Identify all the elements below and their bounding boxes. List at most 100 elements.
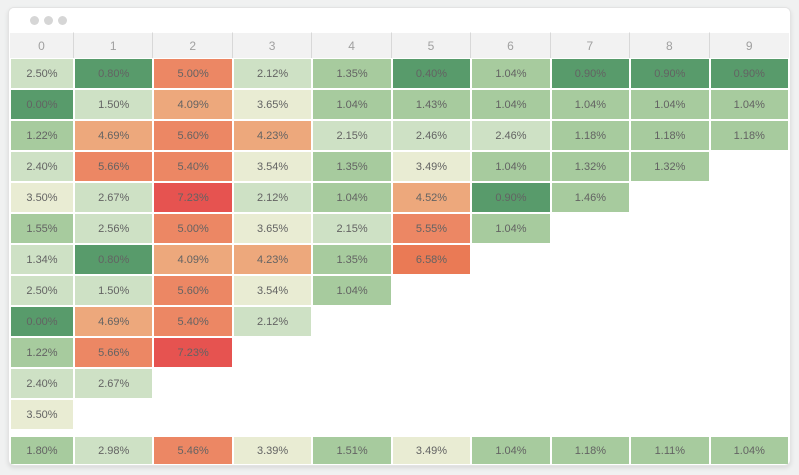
- heatmap-cell-r4-c0: 2.40%: [10, 151, 74, 182]
- heatmap-cell-r10-c0: 1.22%: [10, 337, 74, 368]
- empty-cell: [550, 337, 631, 368]
- empty-cell: [630, 275, 710, 306]
- heatmap-cell-r5-c1: 2.67%: [74, 182, 154, 213]
- column-header-0: 0: [10, 32, 74, 58]
- empty-cell: [74, 399, 154, 430]
- heatmap-cell-r1-c5: 0.40%: [391, 58, 472, 89]
- empty-cell: [312, 368, 392, 399]
- app-window: 0 1 2 3 4 5 6 7 8 9 2.50% 0.80% 5.00% 2.12% 1.35% 0.40%…: [8, 7, 791, 466]
- heatmap-cell-r4-c2: 5.40%: [153, 151, 233, 182]
- heatmap-cell-r4-c4: 1.35%: [312, 151, 392, 182]
- heatmap-cell-r3-c1: 4.69%: [74, 120, 154, 151]
- heatmap-cell-r2-c6: 1.04%: [471, 89, 551, 120]
- empty-cell: [630, 306, 710, 337]
- heatmap-cell-r2-c2: 4.09%: [153, 89, 233, 120]
- empty-cell: [709, 306, 789, 337]
- empty-cell: [471, 306, 551, 337]
- empty-cell: [153, 399, 233, 430]
- empty-cell: [391, 399, 472, 430]
- window-dot-1-icon[interactable]: [30, 15, 39, 25]
- empty-cell: [709, 275, 789, 306]
- heatmap-cell-r7-c3: 4.23%: [232, 244, 313, 275]
- empty-cell: [630, 182, 710, 213]
- empty-cell: [550, 275, 631, 306]
- empty-cell: [471, 368, 551, 399]
- empty-cell: [709, 399, 789, 430]
- heatmap-cell-r3-c5: 2.46%: [391, 120, 472, 151]
- empty-cell: [709, 213, 789, 244]
- empty-cell: [391, 368, 472, 399]
- heatmap-cell-r3-c7: 1.18%: [550, 120, 631, 151]
- empty-cell: [471, 337, 551, 368]
- heatmap-cell-r4-c1: 5.66%: [74, 151, 154, 182]
- heatmap-cell-r6-c2: 5.00%: [153, 213, 233, 244]
- summary-cell-c9: 1.04%: [709, 436, 789, 465]
- heatmap-cell-r1-c8: 0.90%: [630, 58, 710, 89]
- heatmap-cell-r12-c0: 3.50%: [10, 399, 74, 430]
- cohort-heatmap-table: 0 1 2 3 4 5 6 7 8 9 2.50% 0.80% 5.00% 2.12% 1.35% 0.40%…: [9, 32, 790, 465]
- heatmap-cell-r7-c5: 6.58%: [391, 244, 472, 275]
- heatmap-cell-r1-c7: 0.90%: [550, 58, 631, 89]
- empty-cell: [471, 275, 551, 306]
- heatmap-cell-r3-c3: 4.23%: [232, 120, 313, 151]
- heatmap-cell-r1-c4: 1.35%: [312, 58, 392, 89]
- empty-cell: [391, 275, 472, 306]
- summary-cell-c5: 3.49%: [391, 436, 472, 465]
- empty-cell: [630, 399, 710, 430]
- heatmap-cell-r2-c1: 1.50%: [74, 89, 154, 120]
- empty-cell: [630, 244, 710, 275]
- heatmap-cell-r5-c2: 7.23%: [153, 182, 233, 213]
- heatmap-cell-r8-c4: 1.04%: [312, 275, 392, 306]
- empty-cell: [550, 213, 631, 244]
- summary-cell-c8: 1.11%: [630, 436, 710, 465]
- window-dot-3-icon[interactable]: [58, 15, 67, 25]
- heatmap-cell-r5-c0: 3.50%: [10, 182, 74, 213]
- column-header-7: 7: [550, 32, 631, 58]
- heatmap-cell-r4-c8: 1.32%: [630, 151, 710, 182]
- heatmap-cell-r11-c1: 2.67%: [74, 368, 154, 399]
- empty-cell: [232, 337, 313, 368]
- heatmap-cell-r5-c3: 2.12%: [232, 182, 313, 213]
- heatmap-cell-r6-c1: 2.56%: [74, 213, 154, 244]
- empty-cell: [550, 368, 631, 399]
- heatmap-cell-r3-c0: 1.22%: [10, 120, 74, 151]
- empty-cell: [630, 368, 710, 399]
- empty-cell: [312, 337, 392, 368]
- column-header-9: 9: [709, 32, 789, 58]
- empty-cell: [391, 337, 472, 368]
- heatmap-cell-r1-c0: 2.50%: [10, 58, 74, 89]
- heatmap-cell-r8-c2: 5.60%: [153, 275, 233, 306]
- window-dot-2-icon[interactable]: [44, 15, 53, 25]
- heatmap-cell-r5-c4: 1.04%: [312, 182, 392, 213]
- heatmap-cell-r6-c0: 1.55%: [10, 213, 74, 244]
- summary-cell-c3: 3.39%: [232, 436, 313, 465]
- empty-cell: [550, 399, 631, 430]
- heatmap-cell-r6-c6: 1.04%: [471, 213, 551, 244]
- window-titlebar: [9, 8, 790, 32]
- summary-cell-c0: 1.80%: [10, 436, 74, 465]
- heatmap-cell-r3-c6: 2.46%: [471, 120, 551, 151]
- heatmap-cell-r7-c4: 1.35%: [312, 244, 392, 275]
- column-header-2: 2: [153, 32, 233, 58]
- empty-cell: [550, 306, 631, 337]
- empty-cell: [709, 368, 789, 399]
- empty-cell: [709, 337, 789, 368]
- heatmap-cell-r2-c8: 1.04%: [630, 89, 710, 120]
- heatmap-cell-r1-c2: 5.00%: [153, 58, 233, 89]
- empty-cell: [153, 368, 233, 399]
- heatmap-cell-r6-c3: 3.65%: [232, 213, 313, 244]
- empty-cell: [709, 244, 789, 275]
- heatmap-cell-r2-c4: 1.04%: [312, 89, 392, 120]
- heatmap-cell-r2-c3: 3.65%: [232, 89, 313, 120]
- summary-cell-c6: 1.04%: [471, 436, 551, 465]
- empty-cell: [391, 306, 472, 337]
- empty-cell: [312, 306, 392, 337]
- empty-cell: [232, 399, 313, 430]
- heatmap-cell-r1-c3: 2.12%: [232, 58, 313, 89]
- heatmap-cell-r9-c3: 2.12%: [232, 306, 313, 337]
- heatmap-cell-r8-c0: 2.50%: [10, 275, 74, 306]
- heatmap-cell-r9-c1: 4.69%: [74, 306, 154, 337]
- summary-cell-c1: 2.98%: [74, 436, 154, 465]
- heatmap-cell-r7-c2: 4.09%: [153, 244, 233, 275]
- empty-cell: [709, 182, 789, 213]
